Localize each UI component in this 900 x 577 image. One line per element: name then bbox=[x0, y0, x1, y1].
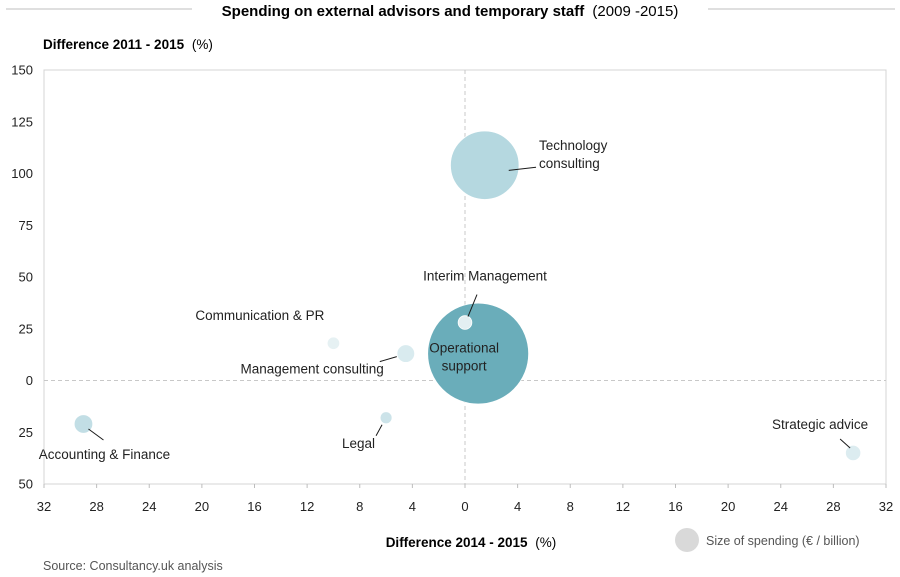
y-tick-label: 100 bbox=[11, 166, 33, 181]
y-axis-label-unit: (%) bbox=[192, 37, 213, 52]
chart-title-suffix: (2009 -2015) bbox=[592, 3, 678, 20]
y-axis-ticks: 150 125 100 75 50 25 0 25 50 bbox=[11, 63, 33, 492]
label-operational-support: Operational support bbox=[429, 341, 499, 374]
leader-line-accounting-and-finance bbox=[88, 428, 104, 441]
label-technology-consulting-line: consulting bbox=[539, 156, 600, 171]
x-tick-label: 4 bbox=[409, 499, 416, 514]
leader-line-interim-management bbox=[467, 294, 478, 317]
x-axis-label-text: Difference 2014 - 2015 bbox=[386, 535, 528, 550]
label-strategic-advice-line: Strategic advice bbox=[772, 417, 868, 432]
label-communication-and-pr: Communication & PR bbox=[195, 308, 324, 323]
label-interim-management-line: Interim Management bbox=[423, 269, 547, 284]
x-tick-label: 28 bbox=[826, 499, 840, 514]
x-tick-label: 28 bbox=[89, 499, 103, 514]
label-legal-line: Legal bbox=[342, 436, 375, 451]
label-operational-support-line: Operational bbox=[429, 341, 499, 356]
label-technology-consulting: Technology consulting bbox=[539, 138, 608, 171]
size-legend: Size of spending (€ / billion) bbox=[675, 528, 860, 552]
y-axis-label-text: Difference 2011 - 2015 bbox=[43, 37, 185, 52]
y-tick-label: 50 bbox=[19, 477, 33, 492]
label-accounting-and-finance: Accounting & Finance bbox=[39, 447, 170, 462]
label-interim-management: Interim Management bbox=[423, 269, 547, 284]
leader-line-strategic-advice bbox=[839, 438, 851, 449]
x-tick-label: 32 bbox=[37, 499, 51, 514]
x-tick-label: 20 bbox=[721, 499, 735, 514]
x-axis-ticks: 32 28 24 20 16 12 8 4 0 4 8 12 16 20 24 28 32 bbox=[37, 484, 893, 514]
chart-title: Spending on external advisors and tempor… bbox=[6, 3, 895, 20]
leader-line-technology-consulting bbox=[508, 166, 537, 171]
bubbles bbox=[73, 130, 862, 462]
bubble-technology-consulting bbox=[450, 130, 520, 200]
bubble-operational-support bbox=[427, 302, 530, 405]
x-tick-label: 4 bbox=[514, 499, 521, 514]
bubble-labels: Technology consulting Interim Management Op… bbox=[39, 138, 868, 462]
label-management-consulting: Management consulting bbox=[240, 362, 383, 377]
x-tick-label: 16 bbox=[247, 499, 261, 514]
bubble-accounting-and-finance bbox=[73, 414, 94, 434]
label-communication-and-pr-line: Communication & PR bbox=[195, 308, 324, 323]
bubble-management-consulting bbox=[396, 344, 416, 363]
y-tick-label: 75 bbox=[19, 218, 33, 233]
y-axis-label: Difference 2011 - 2015 (%) bbox=[43, 37, 213, 52]
leader-line-management-consulting bbox=[379, 356, 397, 363]
label-legal: Legal bbox=[342, 436, 375, 451]
size-legend-label: Size of spending (€ / billion) bbox=[706, 534, 860, 548]
size-legend-swatch bbox=[675, 528, 699, 552]
svg-text:Spending on external advisors: Spending on external advisors and tempor… bbox=[222, 3, 679, 20]
x-tick-label: 0 bbox=[461, 499, 468, 514]
label-operational-support-line: support bbox=[442, 359, 487, 374]
y-tick-label: 50 bbox=[19, 270, 33, 285]
label-accounting-and-finance-line: Accounting & Finance bbox=[39, 447, 170, 462]
y-tick-label: 25 bbox=[19, 425, 33, 440]
bubble-communication-and-pr bbox=[326, 336, 341, 350]
x-tick-label: 8 bbox=[356, 499, 363, 514]
y-tick-label: 150 bbox=[11, 63, 33, 78]
x-axis-label: Difference 2014 - 2015 (%) bbox=[386, 535, 557, 550]
label-strategic-advice: Strategic advice bbox=[772, 417, 868, 432]
x-tick-label: 32 bbox=[879, 499, 893, 514]
x-tick-label: 24 bbox=[774, 499, 788, 514]
bubble-interim-management bbox=[457, 315, 473, 330]
label-management-consulting-line: Management consulting bbox=[240, 362, 383, 377]
x-tick-label: 8 bbox=[567, 499, 574, 514]
x-tick-label: 12 bbox=[616, 499, 630, 514]
x-axis-label-unit: (%) bbox=[535, 535, 556, 550]
chart-title-text: Spending on external advisors and tempor… bbox=[222, 3, 586, 20]
x-tick-label: 20 bbox=[195, 499, 209, 514]
y-tick-label: 125 bbox=[11, 114, 33, 129]
bubble-legal bbox=[379, 411, 393, 425]
source-note: Source: Consultancy.uk analysis bbox=[43, 559, 223, 573]
x-tick-label: 16 bbox=[668, 499, 682, 514]
y-tick-label: 25 bbox=[19, 321, 33, 336]
leader-line-legal bbox=[375, 424, 383, 436]
x-tick-label: 24 bbox=[142, 499, 156, 514]
label-technology-consulting-line: Technology bbox=[539, 138, 608, 153]
x-tick-label: 12 bbox=[300, 499, 314, 514]
y-tick-label: 0 bbox=[26, 373, 33, 388]
bubble-strategic-advice bbox=[845, 444, 862, 462]
